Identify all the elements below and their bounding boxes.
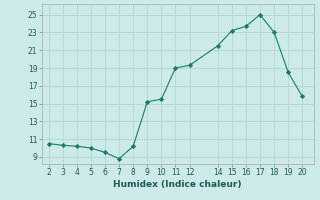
X-axis label: Humidex (Indice chaleur): Humidex (Indice chaleur) bbox=[113, 180, 242, 189]
